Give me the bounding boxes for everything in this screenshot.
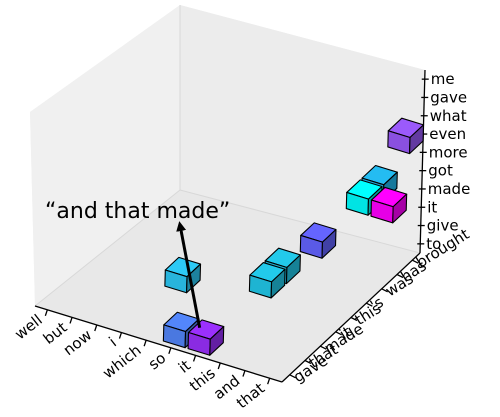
z-tick-label: even <box>429 125 466 143</box>
x-tick-label: it <box>175 356 194 376</box>
x-tick-label: well <box>11 311 46 344</box>
z-tick-label: give <box>427 217 459 235</box>
z-tick-label: it <box>427 198 437 216</box>
x-tick-mark <box>268 378 270 384</box>
z-tick-label: more <box>429 143 468 161</box>
z-tick-label: got <box>428 162 453 180</box>
x-tick-label: i <box>106 334 120 351</box>
x-tick-mark <box>95 325 97 331</box>
x-tick-mark <box>243 371 245 377</box>
x-tick-mark <box>169 348 171 354</box>
z-tick-label: to <box>426 235 441 253</box>
x-tick-mark <box>119 333 121 339</box>
x-tick-mark <box>70 317 72 323</box>
x-tick-mark <box>45 310 47 316</box>
x-tick-mark <box>144 340 146 346</box>
x-tick-label: which <box>99 341 145 382</box>
z-tick-label: made <box>428 180 471 198</box>
x-tick-label: so <box>145 349 169 374</box>
z-tick-label: me <box>431 70 455 88</box>
x-tick-mark <box>194 355 196 361</box>
annotation-text: “and that made” <box>45 199 230 224</box>
z-tick-label: gave <box>430 88 467 106</box>
x-tick-mark <box>218 363 220 369</box>
z-tick-label: what <box>430 107 467 125</box>
